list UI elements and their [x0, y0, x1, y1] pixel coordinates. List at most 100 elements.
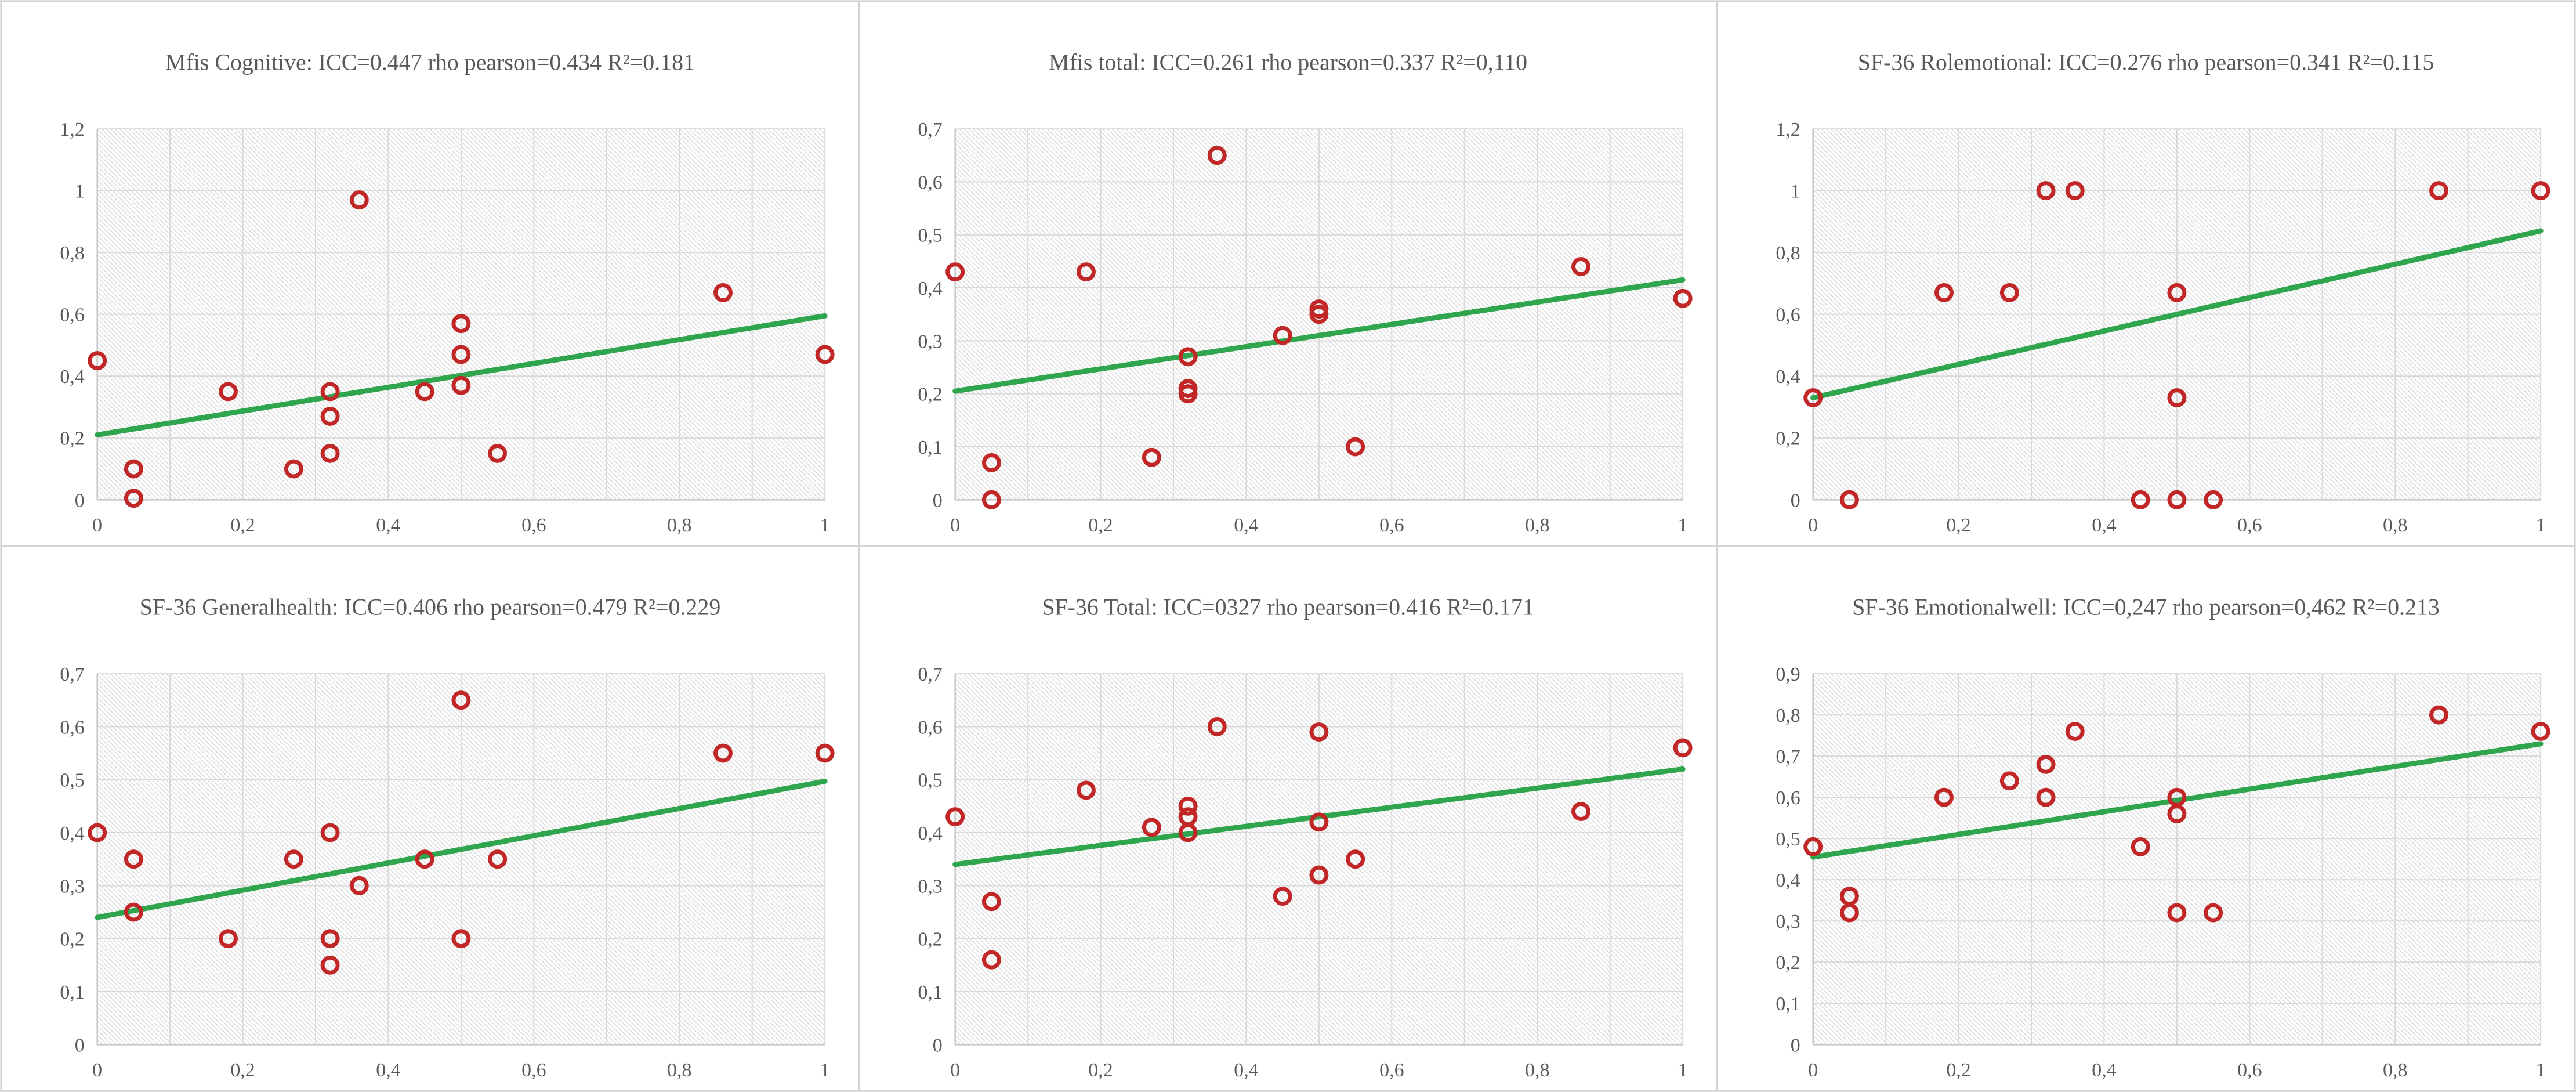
y-tick-label: 0	[1791, 490, 1800, 511]
data-point	[1178, 384, 1198, 404]
scatter-chart-mfis-cognitive: 0 0,2 0,4 0,6 0,8 1 1,2 0 0,2 0,4 0,6 0,8 1 Mfis Cog…	[60, 49, 835, 536]
data-point	[1207, 146, 1227, 165]
data-point	[1309, 812, 1329, 832]
y-tick-label: 0,2	[1776, 428, 1800, 450]
plot-group: 0 0,1 0,2 0,3 0,4 0,5 0,6 0,7 0,8 0,9 0 0,2 0,4 0,6 0,…	[1776, 664, 2550, 1081]
y-tick-label: 0,7	[60, 664, 84, 685]
y-tick-label: 0,3	[918, 331, 942, 352]
data-point	[1803, 388, 1823, 407]
data-point	[124, 902, 143, 922]
y-tick-label: 0,3	[918, 876, 942, 897]
data-point	[488, 443, 508, 463]
data-point	[2065, 181, 2085, 201]
data-point	[2167, 388, 2187, 407]
data-point	[981, 892, 1001, 912]
y-tick-label: 1,2	[60, 119, 84, 140]
y-tick-label: 0,2	[918, 929, 942, 950]
data-point	[1346, 437, 1365, 457]
y-tick-label: 0,6	[918, 717, 942, 738]
y-tick-label: 0,6	[918, 172, 942, 193]
data-point	[2036, 754, 2056, 774]
data-point	[1673, 288, 1693, 308]
data-point	[1571, 802, 1590, 821]
x-tick-label: 1	[1678, 515, 1688, 536]
data-point	[2065, 722, 2085, 741]
data-point	[349, 190, 369, 210]
scatter-chart-sf36-total: 0 0,1 0,2 0,3 0,4 0,5 0,6 0,7 0 0,2 0,4 0,6 0,8 1 SF-…	[918, 594, 1693, 1081]
data-point	[2429, 705, 2448, 725]
data-point	[1571, 257, 1590, 276]
x-tick-label: 1	[820, 515, 830, 536]
y-tick-label: 0	[933, 1035, 943, 1056]
x-tick-label: 0,8	[667, 1060, 691, 1081]
y-tick-label: 0,1	[1776, 993, 1800, 1015]
data-point	[1077, 780, 1096, 800]
data-point	[2531, 181, 2550, 201]
x-tick-label: 0,8	[2383, 1060, 2407, 1081]
data-point	[320, 407, 340, 426]
x-tick-label: 0,4	[1234, 1060, 1258, 1081]
y-tick-label: 0,4	[60, 366, 84, 388]
y-tick-label: 0	[933, 490, 943, 511]
trend-line	[1810, 741, 2544, 860]
chart-title: Mfis Cognitive: ICC=0.447 rho pearson=0.…	[165, 49, 695, 75]
data-point	[1309, 305, 1329, 324]
plot-group: 0 0,1 0,2 0,3 0,4 0,5 0,6 0,7 0 0,2 0,4 0,6 0,8 1	[918, 664, 1693, 1081]
data-point	[488, 849, 508, 869]
chart-panel-sf36-generalhealth: 0 0,1 0,2 0,3 0,4 0,5 0,6 0,7 0 0,2 0,4 0,6 0,8 1 SF-…	[1, 546, 859, 1091]
y-tick-label: 0	[1791, 1035, 1800, 1056]
data-point	[284, 849, 303, 869]
trend-line	[952, 766, 1686, 867]
data-point	[2531, 722, 2550, 741]
data-point	[2429, 181, 2448, 201]
data-point	[1803, 837, 1823, 856]
data-point	[2167, 903, 2187, 923]
y-tick-label: 0,9	[1776, 664, 1800, 685]
x-tick-label: 0,4	[2092, 1060, 2116, 1081]
data-point	[1178, 347, 1198, 367]
data-point	[320, 443, 340, 463]
y-tick-label: 0,8	[60, 243, 84, 264]
chart-title: Mfis total: ICC=0.261 rho pearson=0.337 …	[1049, 49, 1527, 75]
data-point	[2167, 804, 2187, 823]
data-point	[88, 351, 107, 371]
y-tick-label: 0	[75, 490, 85, 511]
x-tick-label: 0	[92, 1060, 102, 1081]
y-tick-label: 0,6	[1776, 305, 1800, 326]
x-tick-label: 1	[1678, 1060, 1688, 1081]
x-tick-label: 0,6	[1379, 515, 1404, 536]
data-point	[415, 849, 434, 869]
data-point	[981, 950, 1001, 970]
plot-group: 0 0,2 0,4 0,6 0,8 1 1,2 0 0,2 0,4 0,6 0,8 1	[1776, 119, 2550, 536]
x-tick-label: 0,2	[230, 1060, 255, 1081]
data-point	[945, 262, 965, 282]
data-point	[1142, 447, 1161, 467]
data-point	[1673, 738, 1693, 758]
y-tick-label: 1,2	[1776, 119, 1800, 140]
y-tick-label: 0,3	[60, 876, 84, 897]
data-point	[713, 283, 733, 302]
plot-group: 0 0,1 0,2 0,3 0,4 0,5 0,6 0,7 0 0,2 0,4 0,6 0,8 1	[918, 119, 1693, 536]
data-point	[219, 929, 238, 949]
chart-title: SF-36 Total: ICC=0327 rho pearson=0.416 …	[1042, 594, 1534, 620]
x-tick-label: 0,2	[1088, 515, 1113, 536]
data-point	[320, 929, 340, 949]
data-point	[2131, 490, 2150, 509]
chart-panel-sf36-rolemotional: 0 0,2 0,4 0,6 0,8 1 1,2 0 0,2 0,4 0,6 0,8 1 SF-36 Ro…	[1717, 1, 2575, 546]
y-tick-label: 0,4	[60, 823, 84, 844]
data-point	[2204, 903, 2223, 923]
data-point	[1178, 823, 1198, 842]
x-tick-label: 1	[2536, 1060, 2546, 1081]
data-point	[451, 375, 471, 395]
data-point	[219, 382, 238, 402]
y-tick-label: 0,8	[1776, 705, 1800, 726]
y-tick-label: 0,7	[918, 664, 942, 685]
chart-panel-sf36-total: 0 0,1 0,2 0,3 0,4 0,5 0,6 0,7 0 0,2 0,4 0,6 0,8 1 SF-…	[859, 546, 1717, 1091]
x-tick-label: 0,2	[230, 515, 255, 536]
data-point	[1207, 717, 1227, 736]
data-point	[451, 690, 471, 710]
y-tick-label: 0,5	[918, 770, 942, 791]
chart-panel-sf36-emotionalwell: 0 0,1 0,2 0,3 0,4 0,5 0,6 0,7 0,8 0,9 0 0,2 0,4 0,6 0,…	[1717, 546, 2575, 1091]
data-point	[451, 314, 471, 334]
